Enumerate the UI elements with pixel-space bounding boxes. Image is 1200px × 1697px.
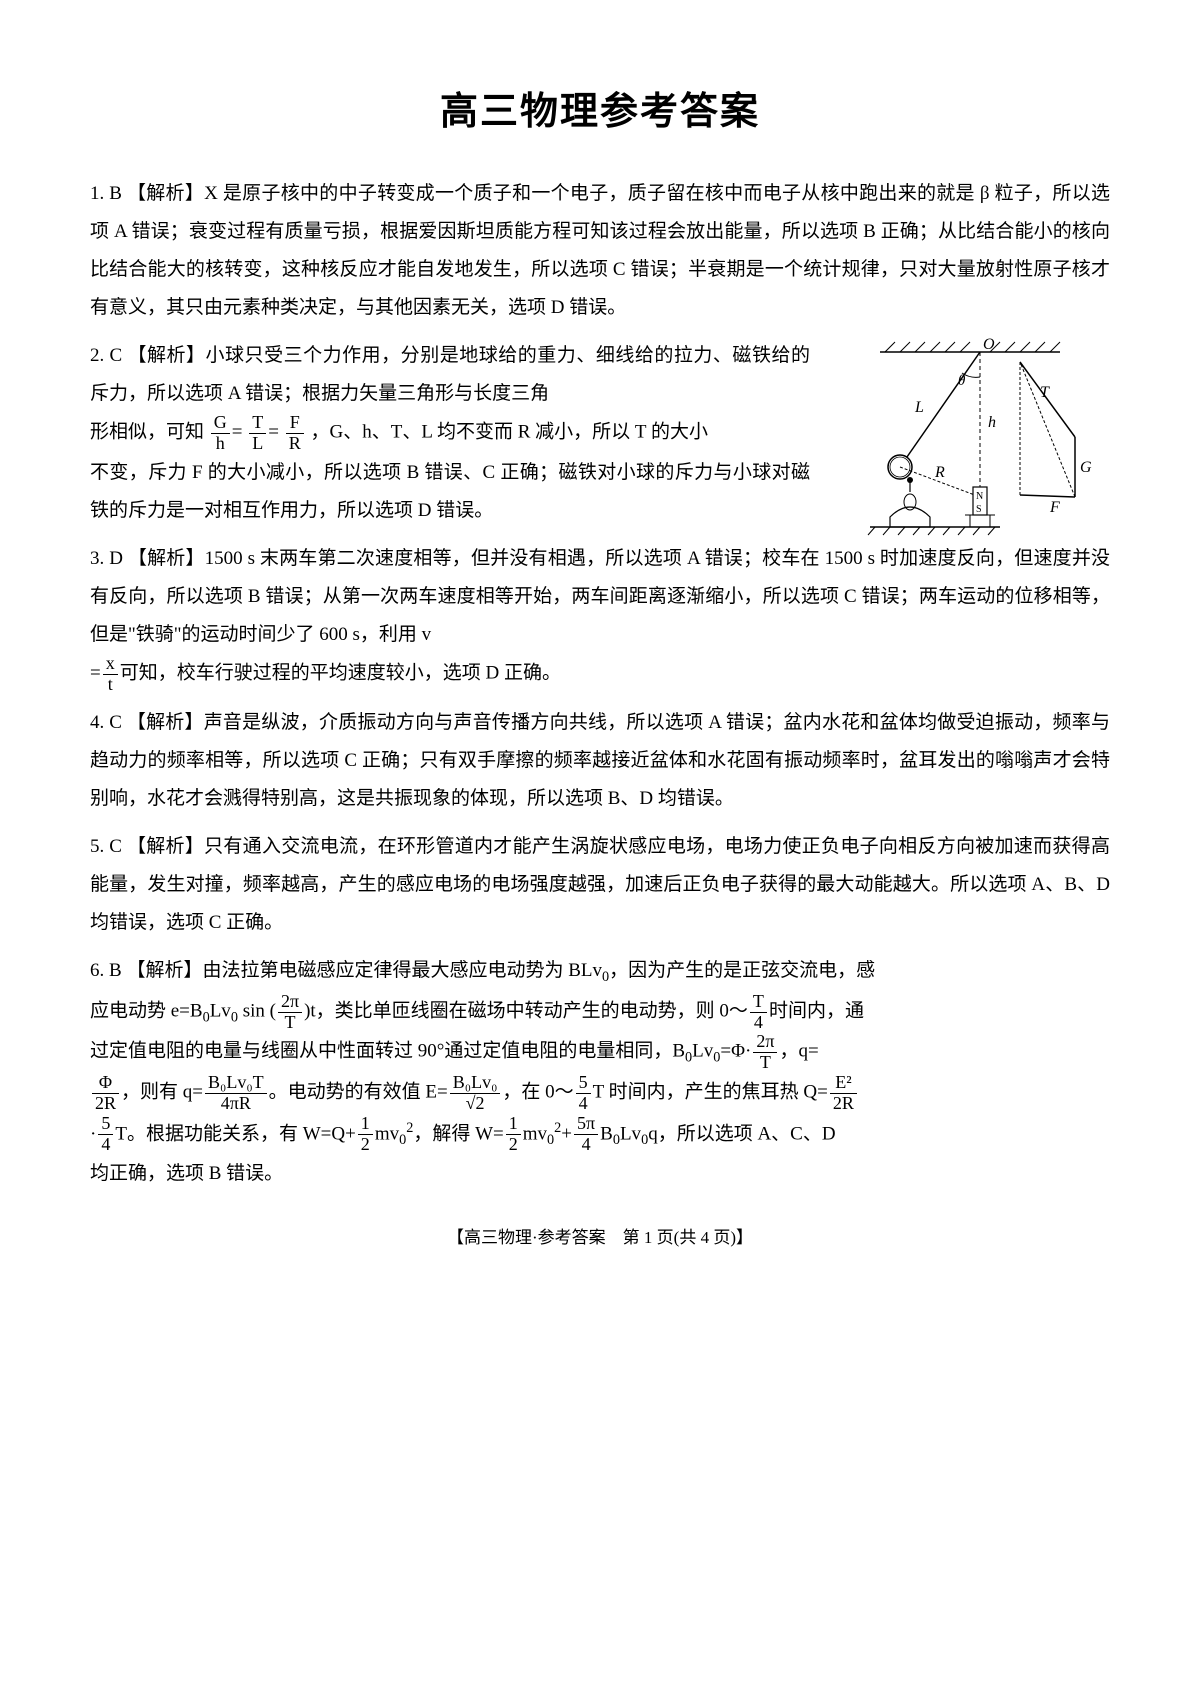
q6-p5b: T。根据功能关系，有 W=Q+	[115, 1123, 355, 1144]
q6-frac-12b: 12	[506, 1114, 521, 1155]
q3-tag: 【解析】	[128, 548, 205, 569]
q6-p3d: ，q=	[779, 1041, 818, 1062]
q2-diagram: O θ L h R T G F N S	[840, 337, 1100, 537]
q6-p1a: 由法拉第电磁感应定律得最大感应电动势为 BLv	[202, 960, 602, 981]
q6-tag: 【解析】	[126, 960, 202, 981]
svg-text:S: S	[976, 504, 982, 515]
q6-p3a: 过定值电阻的电量与线圈从中性面转过 90°通过定值电阻的电量相同，B	[90, 1041, 685, 1062]
question-5: 5. C 【解析】只有通入交流电流，在环形管道内才能产生涡旋状感应电场，电场力使…	[90, 828, 1110, 942]
q6-frac-2piT2: 2πT	[753, 1032, 777, 1073]
q6-frac-54b: 54	[98, 1114, 113, 1155]
q6-p4d: T 时间内，产生的焦耳热 Q=	[593, 1082, 828, 1103]
q6-p5a: ·	[90, 1123, 96, 1144]
q6-p3b: Lv	[692, 1041, 713, 1062]
svg-text:θ: θ	[958, 373, 966, 389]
q6-frac-T4: T4	[750, 992, 767, 1033]
q3-frac: xt	[103, 654, 118, 695]
q6-p3c: =Φ·	[720, 1041, 751, 1062]
q3-p2b: 可知，校车行驶过程的平均速度较小，选项 D 正确。	[120, 662, 561, 683]
q2-p3: 不变，斥力 F 的大小减小，所以选项 B 错误、C 正确；磁铁对小球的斥力与小球…	[90, 454, 810, 530]
q5-tag: 【解析】	[127, 836, 204, 857]
svg-text:F: F	[1049, 499, 1060, 516]
question-3: 3. D 【解析】1500 s 末两车第二次速度相等，但并没有相遇，所以选项 A…	[90, 540, 1110, 695]
q4-text: 声音是纵波，介质振动方向与声音传播方向共线，所以选项 A 错误；盆内水花和盆体均…	[90, 712, 1110, 809]
q6-frac-phi2R: Φ2R	[92, 1073, 119, 1114]
q6-p5d: ，解得 W=	[413, 1123, 503, 1144]
q6-p2b: Lv	[210, 1000, 231, 1021]
q2-frac3: FR	[286, 413, 304, 454]
q6-frac-BLvT: B₀Lv₀T4πR	[205, 1073, 267, 1114]
q6-p5f: +	[561, 1123, 572, 1144]
q6-frac-12: 12	[358, 1114, 373, 1155]
q2-p2a: 形相似，可知	[90, 422, 204, 443]
question-1: 1. B 【解析】X 是原子核中的中子转变成一个质子和一个电子，质子留在核中而电…	[90, 175, 1110, 327]
q6-p5e: mv	[523, 1123, 547, 1144]
q1-label: 1. B	[90, 183, 122, 204]
q5-text: 只有通入交流电流，在环形管道内才能产生涡旋状感应电场，电场力使正负电子向相反方向…	[90, 836, 1110, 933]
svg-text:T: T	[1040, 384, 1050, 401]
q6-frac-5pi4: 5π4	[574, 1114, 598, 1155]
q6-p5h: Lv	[620, 1123, 641, 1144]
q4-tag: 【解析】	[127, 712, 204, 733]
svg-text:L: L	[914, 399, 924, 416]
question-4: 4. C 【解析】声音是纵波，介质振动方向与声音传播方向共线，所以选项 A 错误…	[90, 704, 1110, 818]
q6-frac-BLv-sqrt2: B₀Lv₀√2	[450, 1073, 501, 1114]
q6-frac-E2-2R: E²2R	[830, 1073, 857, 1114]
q2-tag: 【解析】	[127, 345, 205, 366]
q2-frac1: Gh	[211, 413, 230, 454]
question-2: 2. C 【解析】小球只受三个力作用，分别是地球给的重力、细线给的拉力、磁铁给的…	[90, 337, 1110, 530]
q5-label: 5. C	[90, 836, 122, 857]
q2-p2b: ，G、h、T、L 均不变而 R 减小，所以 T 的大小	[311, 422, 708, 443]
q6-p2a: 应电动势 e=B	[90, 1000, 203, 1021]
question-6: 6. B 【解析】由法拉第电磁感应定律得最大感应电动势为 BLv0，因为产生的是…	[90, 952, 1110, 1193]
svg-text:N: N	[976, 491, 983, 502]
svg-text:R: R	[934, 464, 945, 481]
svg-text:h: h	[988, 414, 996, 431]
q6-label: 6. B	[90, 960, 122, 981]
q6-p1b: ，因为产生的是正弦交流电，感	[609, 960, 875, 981]
q6-p4b: 。电动势的有效值 E=	[269, 1082, 448, 1103]
q3-p1: 1500 s 末两车第二次速度相等，但并没有相遇，所以选项 A 错误；校车在 1…	[90, 548, 1110, 645]
q2-label: 2. C	[90, 345, 122, 366]
q6-p2c: sin (	[238, 1000, 276, 1021]
page-title: 高三物理参考答案	[90, 80, 1110, 135]
q6-frac-54: 54	[576, 1073, 591, 1114]
q3-p2a: =	[90, 662, 101, 683]
q6-p2d: )t，类比单匝线圈在磁场中转动产生的电动势，则 0～	[304, 1000, 748, 1021]
q6-p4a: ，则有 q=	[121, 1082, 203, 1103]
q1-tag: 【解析】	[127, 183, 204, 204]
page-footer: 【高三物理·参考答案 第 1 页(共 4 页)】	[90, 1223, 1110, 1248]
svg-text:G: G	[1080, 459, 1092, 476]
q4-label: 4. C	[90, 712, 122, 733]
q6-p5i: q，所以选项 A、C、D	[648, 1123, 835, 1144]
q6-p6: 均正确，选项 B 错误。	[90, 1155, 1110, 1193]
q6-p4c: ，在 0～	[502, 1082, 573, 1103]
q6-p5c: mv	[375, 1123, 399, 1144]
q2-frac2: TL	[249, 413, 266, 454]
q6-frac-2pi-T: 2πT	[278, 992, 302, 1033]
q6-p5g: B	[600, 1123, 613, 1144]
q3-label: 3. D	[90, 548, 123, 569]
q1-text: X 是原子核中的中子转变成一个质子和一个电子，质子留在核中而电子从核中跑出来的就…	[90, 183, 1110, 318]
svg-text:O: O	[983, 337, 995, 353]
q6-p2e: 时间内，通	[769, 1000, 864, 1021]
